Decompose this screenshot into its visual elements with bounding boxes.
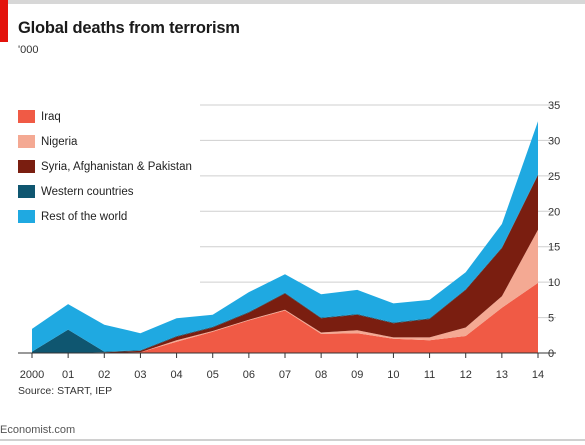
legend-item: Iraq <box>18 104 192 129</box>
x-tick-label: 05 <box>207 369 219 381</box>
top-rule <box>0 0 585 4</box>
x-tick-label: 14 <box>532 369 544 381</box>
watermark: Economist.com <box>0 424 76 436</box>
y-tick-label: 10 <box>548 277 560 289</box>
unit-label: '000 <box>18 44 39 56</box>
bottom-rule <box>0 439 585 441</box>
y-tick-label: 35 <box>548 100 560 112</box>
legend-item: Western countries <box>18 179 192 204</box>
x-tick-label: 11 <box>424 369 435 381</box>
x-tick-label: 06 <box>243 369 255 381</box>
legend-item: Syria, Afghanistan & Pakistan <box>18 154 192 179</box>
x-tick-label: 10 <box>387 369 399 381</box>
stacked-areas <box>32 121 538 353</box>
legend: Iraq Nigeria Syria, Afghanistan & Pakistan… <box>18 104 192 229</box>
x-tick-label: 13 <box>496 369 508 381</box>
legend-item: Rest of the world <box>18 204 192 229</box>
axes: 2000 01 02 03 04 05 06 07 08 09 10 11 12 13 14 <box>18 352 556 381</box>
brand-red-tab <box>0 0 8 42</box>
y-tick-label: 15 <box>548 242 560 254</box>
legend-swatch <box>18 160 35 173</box>
x-tick-label: 03 <box>134 369 146 381</box>
x-tick-label: 07 <box>279 369 291 381</box>
legend-label: Iraq <box>41 110 61 123</box>
series-area-rest-of-the-world <box>32 121 538 352</box>
chart-title: Global deaths from terrorism <box>18 19 240 37</box>
series-area-iraq <box>32 282 538 353</box>
x-tick-label: 12 <box>460 369 472 381</box>
x-tick-label: 01 <box>62 369 74 381</box>
legend-swatch <box>18 185 35 198</box>
y-tick-label: 0 <box>548 348 554 360</box>
x-tick-label: 08 <box>315 369 327 381</box>
source-note: Source: START, IEP <box>18 385 113 397</box>
legend-item: Nigeria <box>18 129 192 154</box>
y-tick-label: 25 <box>548 171 560 183</box>
legend-label: Western countries <box>41 185 134 198</box>
legend-label: Rest of the world <box>41 210 128 223</box>
legend-label: Syria, Afghanistan & Pakistan <box>41 160 192 173</box>
legend-swatch <box>18 210 35 223</box>
x-tick-label: 09 <box>351 369 363 381</box>
legend-label: Nigeria <box>41 135 78 148</box>
y-tick-label: 20 <box>548 206 560 218</box>
x-tick-label: 02 <box>98 369 110 381</box>
x-tick-label: 2000 <box>20 369 44 381</box>
y-tick-label: 5 <box>548 313 554 325</box>
x-tick-label: 04 <box>170 369 182 381</box>
legend-swatch <box>18 135 35 148</box>
legend-swatch <box>18 110 35 123</box>
y-tick-label: 30 <box>548 135 560 147</box>
